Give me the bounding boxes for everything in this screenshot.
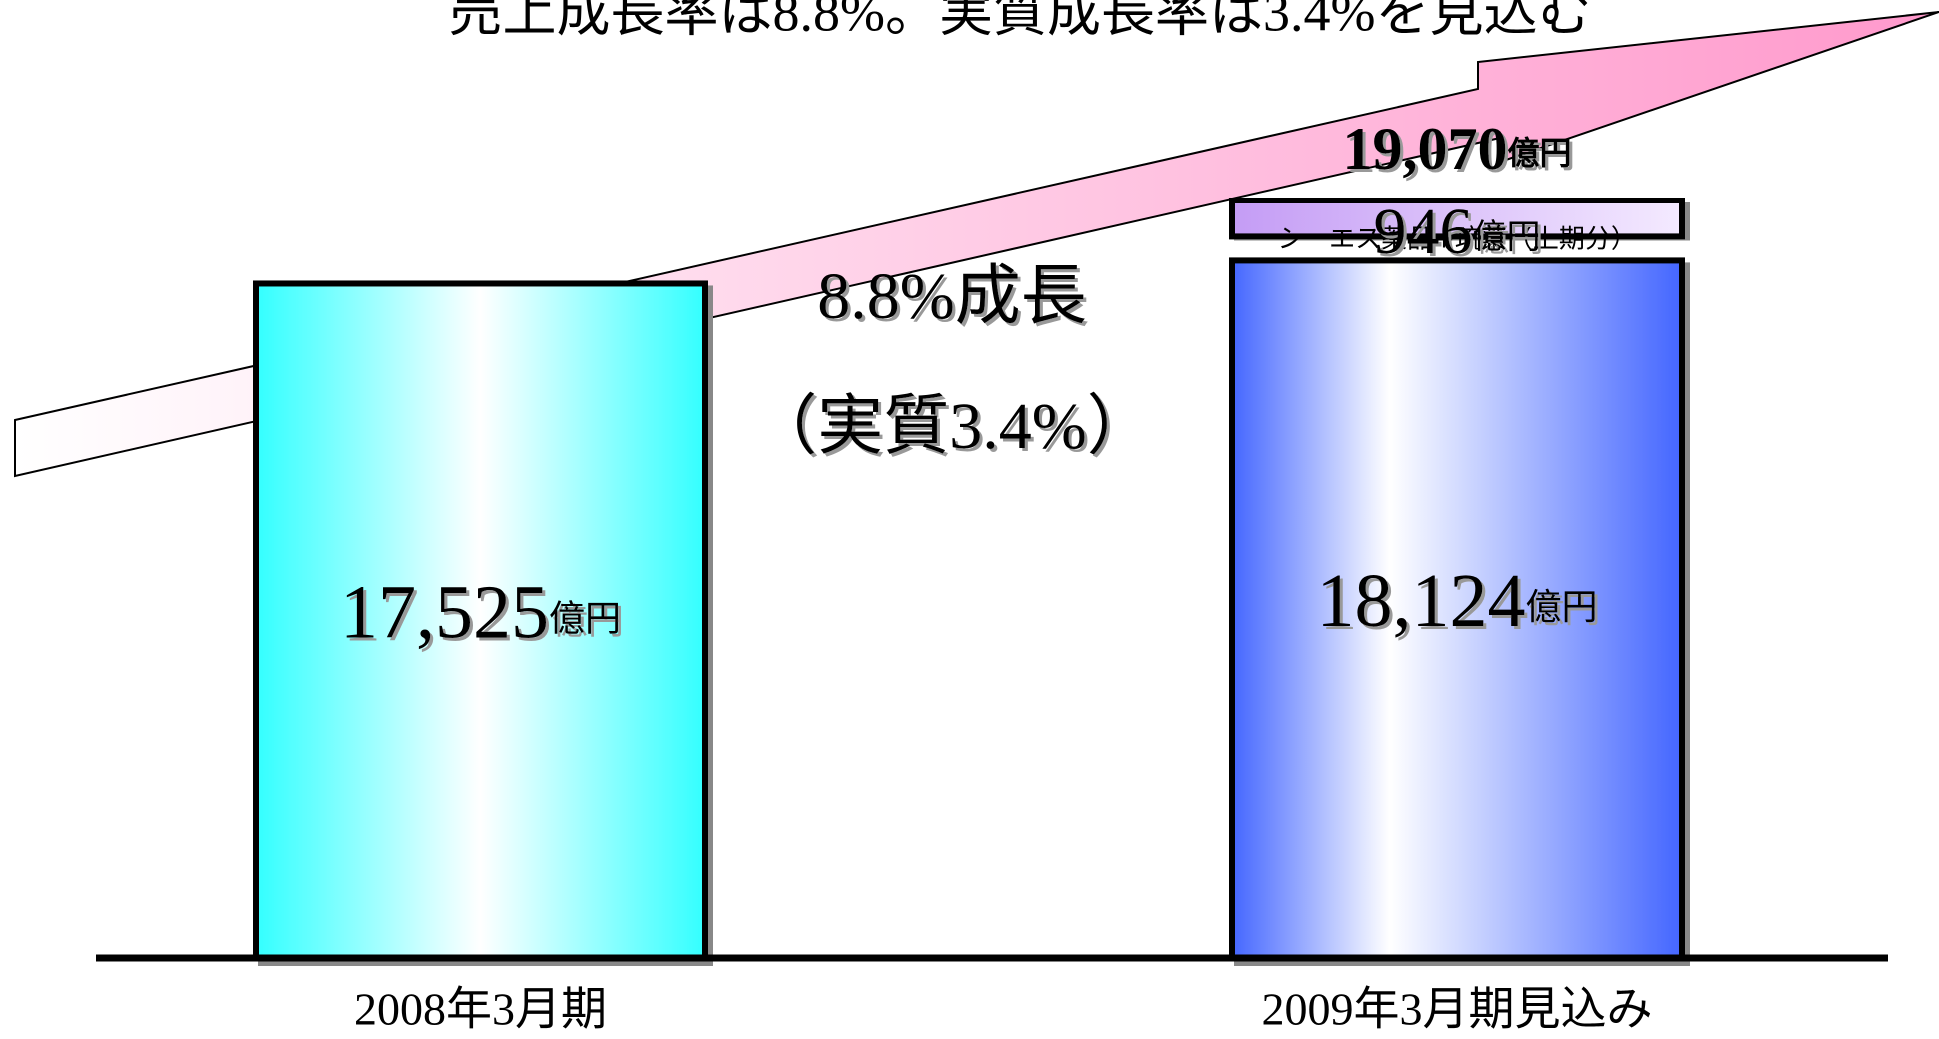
x-tick-label: 2009年3月期見込み (1262, 984, 1653, 1035)
x-tick-label: 2008年3月期 (354, 984, 607, 1035)
segment-name: シーエス薬品+琉薬（上期分） (1277, 225, 1637, 255)
value-number: 17,525 (340, 571, 549, 655)
bar-segment (253, 280, 708, 962)
value-label: 946億円 (1374, 195, 1541, 268)
value-number: 19,070 (1342, 116, 1507, 182)
value-unit: 億円 (549, 599, 621, 640)
value-number: 946 (1374, 195, 1473, 268)
value-unit: 億円 (1507, 134, 1571, 172)
value-label: 17,525億円 (340, 571, 621, 655)
chart-title: 売上成長率は8.8%。実質成長率は3.4%を見込む (449, 0, 1592, 42)
value-number: 18,124 (1316, 560, 1525, 644)
bar-segment (1229, 257, 1685, 961)
bar-segment (1229, 197, 1685, 240)
real-growth-annotation: （実質3.4%） (751, 390, 1152, 463)
value-unit: 億円 (1473, 217, 1541, 257)
growth-annotation: 8.8%成長 (817, 260, 1086, 333)
value-unit: 億円 (1525, 587, 1597, 628)
value-label: 18,124億円 (1316, 560, 1597, 644)
total-label: 19,070億円 (1342, 116, 1571, 182)
